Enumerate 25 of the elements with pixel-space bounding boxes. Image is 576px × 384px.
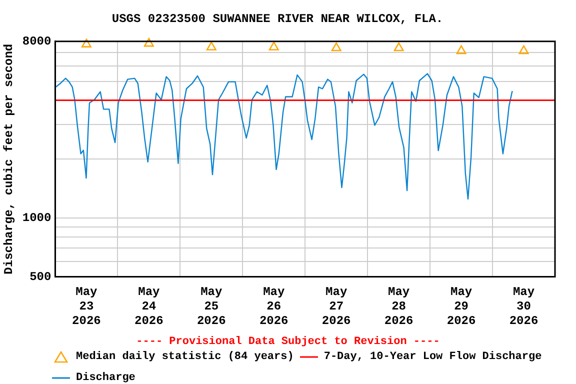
chart-title: USGS 02323500 SUWANNEE RIVER NEAR WILCOX, FLA.: [112, 12, 444, 26]
point: [206, 42, 216, 50]
x-tick-label: May 26 2026: [259, 285, 288, 328]
text: ---- Provisional Data Subject to Revision ----: [135, 336, 441, 348]
y-axis-title: Discharge, cubic feet per second: [2, 44, 16, 274]
x-tick-label: May 25 2026: [196, 285, 226, 328]
legend-label: Discharge: [76, 371, 136, 384]
x-tick-label: May 30 2026: [509, 285, 538, 328]
x-tick-label: May 28 2026: [384, 285, 414, 328]
point: [456, 45, 466, 54]
y-tick-label: 1000: [22, 210, 52, 225]
point: [394, 42, 404, 52]
point: [331, 42, 342, 52]
x-tick-label: May 24 2026: [134, 285, 164, 328]
x-tick-label: May 23 2026: [72, 285, 101, 328]
legend-label: 7-Day, 10-Year Low Flow Discharge: [324, 350, 542, 365]
point: [268, 42, 279, 50]
point: [144, 38, 154, 47]
y-tick-label: 8000: [22, 34, 52, 48]
x-tick-label: May 29 2026: [446, 285, 476, 328]
point: [81, 38, 92, 48]
point: [518, 45, 529, 54]
x-tick-label: May 27 2026: [322, 285, 351, 328]
y-tick-label: 500: [30, 270, 52, 284]
legend-label: Median daily statistic (84 years): [76, 350, 294, 365]
